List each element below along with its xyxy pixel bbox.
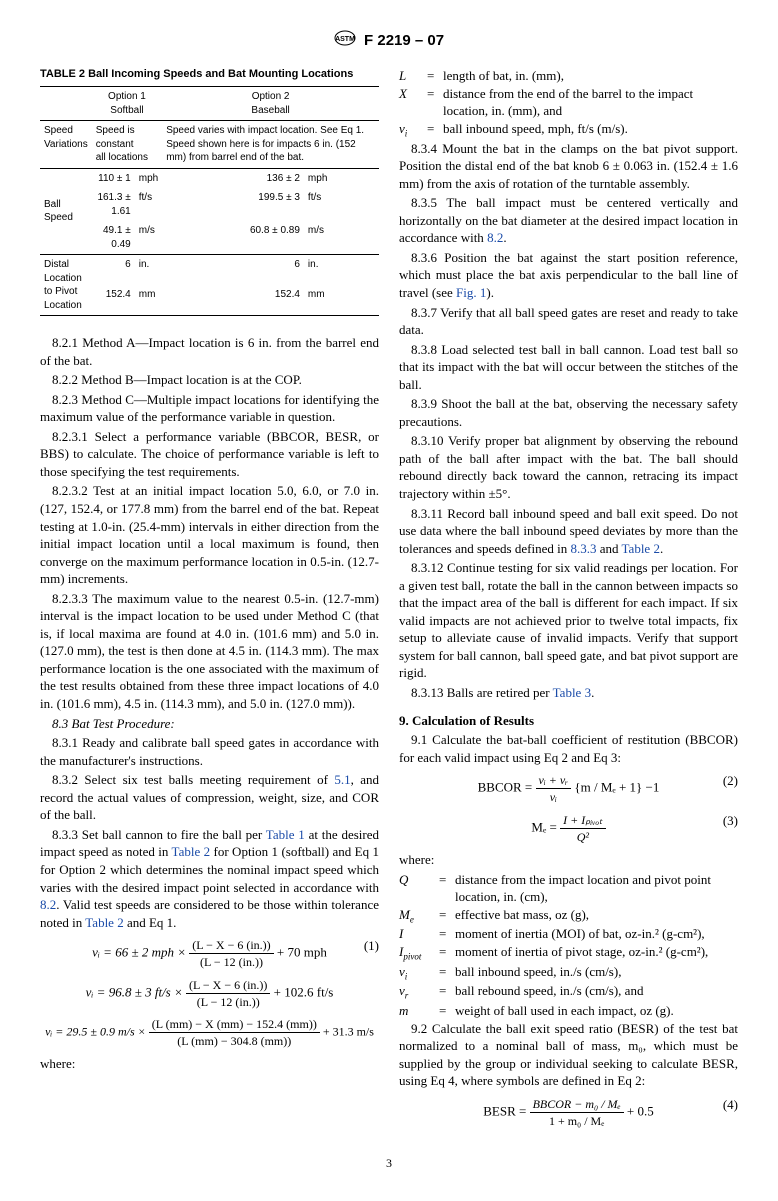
p821: 8.2.1 Method A—Impact location is 6 in. … xyxy=(40,334,379,369)
opt1-v2: 161.3 ± 1.61 xyxy=(92,188,135,221)
page-header: ASTM F 2219 – 07 xyxy=(40,30,738,52)
opt1-d1: 6 xyxy=(92,255,135,286)
var-Q: Q=distance from the impact location and … xyxy=(399,871,738,906)
p8311: 8.3.11 Record ball inbound speed and bal… xyxy=(399,505,738,558)
opt1-speed-var: Speed is constant all locations xyxy=(92,121,162,169)
p8232: 8.2.3.2 Test at an initial impact locati… xyxy=(40,482,379,587)
var-vi2: vi=ball inbound speed, in./s (cm/s), xyxy=(399,963,738,983)
eq3: Mₑ = I + IₚᵢᵥₒₜQ² (3) xyxy=(399,812,738,845)
var-vi: vi=ball inbound speed, mph, ft/s (m/s). xyxy=(399,120,738,140)
opt1-du1: in. xyxy=(135,255,162,286)
var-X: X=distance from the end of the barrel to… xyxy=(399,85,738,120)
ref-8-2b[interactable]: 8.2 xyxy=(487,230,503,245)
p839: 8.3.9 Shoot the ball at the bat, observi… xyxy=(399,395,738,430)
opt2-d2: 152.4 xyxy=(162,285,304,316)
p91: 9.1 Calculate the bat-ball coefficient o… xyxy=(399,731,738,766)
p832: 8.3.2 Select six test balls meeting requ… xyxy=(40,771,379,824)
eq1b: vᵢ = 96.8 ± 3 ft/s × (L − X − 6 (in.))(L… xyxy=(40,977,379,1010)
opt2-v2: 199.5 ± 3 xyxy=(162,188,304,221)
ref-8-2[interactable]: 8.2 xyxy=(40,897,56,912)
speed-var-label: Speed Variations xyxy=(40,121,92,169)
svg-text:ASTM: ASTM xyxy=(335,36,355,43)
var-I: I=moment of inertia (MOI) of bat, oz-in.… xyxy=(399,925,738,943)
p92: 9.2 Calculate the ball exit speed ratio … xyxy=(399,1020,738,1090)
var-Me: Me=effective bat mass, oz (g), xyxy=(399,906,738,926)
distal-label: Distal Location to Pivot Location xyxy=(40,255,92,316)
ball-speed-label: Ball Speed xyxy=(40,168,92,255)
p823: 8.2.3 Method C—Multiple impact locations… xyxy=(40,391,379,426)
opt1-v3: 49.1 ± 0.49 xyxy=(92,221,135,255)
p831: 8.3.1 Ready and calibrate ball speed gat… xyxy=(40,734,379,769)
standard-id: F 2219 – 07 xyxy=(364,32,444,49)
p83: 8.3 Bat Test Procedure: xyxy=(40,715,379,733)
astm-logo: ASTM xyxy=(334,30,356,52)
eq1c: vᵢ = 29.5 ± 0.9 m/s × (L (mm) − X (mm) −… xyxy=(40,1016,379,1049)
var-Ipivot: Ipivot=moment of inertia of pivot stage,… xyxy=(399,943,738,963)
opt2-d1: 6 xyxy=(162,255,304,286)
p838: 8.3.8 Load selected test ball in ball ca… xyxy=(399,341,738,394)
p836: 8.3.6 Position the bat against the start… xyxy=(399,249,738,302)
opt1-u1: mph xyxy=(135,168,162,188)
opt1-du2: mm xyxy=(135,285,162,316)
table2-title: TABLE 2 Ball Incoming Speeds and Bat Mou… xyxy=(40,67,379,82)
where2: where: xyxy=(399,851,738,869)
opt2-du1: in. xyxy=(304,255,379,286)
opt1-d2: 152.4 xyxy=(92,285,135,316)
sec9-title: 9. Calculation of Results xyxy=(399,712,738,730)
p8231: 8.2.3.1 Select a performance variable (B… xyxy=(40,428,379,481)
ref-table3[interactable]: Table 3 xyxy=(553,685,591,700)
p834: 8.3.4 Mount the bat in the clamps on the… xyxy=(399,140,738,193)
ref-fig1[interactable]: Fig. 1 xyxy=(456,285,486,300)
opt2-v1: 136 ± 2 xyxy=(162,168,304,188)
opt2-header: Option 2 Baseball xyxy=(162,87,379,121)
eq2: BBCOR = vᵢ + vᵣvᵢ {m / Mₑ + 1} −1 (2) xyxy=(399,772,738,805)
opt1-header: Option 1 Softball xyxy=(92,87,162,121)
var-m: m=weight of ball used in each impact, oz… xyxy=(399,1002,738,1020)
where1: where: xyxy=(40,1055,379,1073)
ref-table2b[interactable]: Table 2 xyxy=(85,915,123,930)
eq1: vᵢ = 66 ± 2 mph × (L − X − 6 (in.))(L − … xyxy=(40,937,379,970)
p8313: 8.3.13 Balls are retired per Table 3. xyxy=(399,684,738,702)
opt2-u1: mph xyxy=(304,168,379,188)
eq4: BESR = BBCOR − m₀ / Mₑ1 + m₀ / Mₑ + 0.5 … xyxy=(399,1096,738,1129)
ref-5-1[interactable]: 5.1 xyxy=(334,772,350,787)
p822: 8.2.2 Method B—Impact location is at the… xyxy=(40,371,379,389)
left-column: TABLE 2 Ball Incoming Speeds and Bat Mou… xyxy=(40,67,379,1135)
opt2-u2: ft/s xyxy=(304,188,379,221)
ref-table1[interactable]: Table 1 xyxy=(266,827,305,842)
ref-table2[interactable]: Table 2 xyxy=(172,844,211,859)
opt2-du2: mm xyxy=(304,285,379,316)
page-number: 3 xyxy=(40,1155,738,1171)
ref-table2c[interactable]: Table 2 xyxy=(622,541,660,556)
ref-833[interactable]: 8.3.3 xyxy=(570,541,596,556)
opt1-u3: m/s xyxy=(135,221,162,255)
opt1-v1: 110 ± 1 xyxy=(92,168,135,188)
opt2-u3: m/s xyxy=(304,221,379,255)
var-L: L=length of bat, in. (mm), xyxy=(399,67,738,85)
p835: 8.3.5 The ball impact must be centered v… xyxy=(399,194,738,247)
p833: 8.3.3 Set ball cannon to fire the ball p… xyxy=(40,826,379,931)
var-vr: vr=ball rebound speed, in./s (cm/s), and xyxy=(399,982,738,1002)
p8310: 8.3.10 Verify proper bat alignment by ob… xyxy=(399,432,738,502)
table2: Option 1 Softball Option 2 Baseball Spee… xyxy=(40,86,379,316)
p837: 8.3.7 Verify that all ball speed gates a… xyxy=(399,304,738,339)
opt2-v3: 60.8 ± 0.89 xyxy=(162,221,304,255)
p8312: 8.3.12 Continue testing for six valid re… xyxy=(399,559,738,682)
right-column: L=length of bat, in. (mm), X=distance fr… xyxy=(399,67,738,1135)
opt2-speed-var: Speed varies with impact location. See E… xyxy=(162,121,379,169)
p8233: 8.2.3.3 The maximum value to the nearest… xyxy=(40,590,379,713)
opt1-u2: ft/s xyxy=(135,188,162,221)
